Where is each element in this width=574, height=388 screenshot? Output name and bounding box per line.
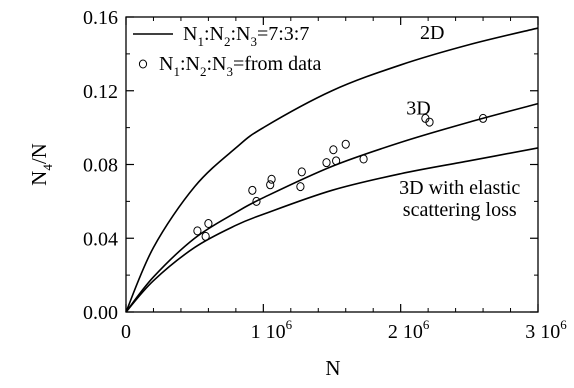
label-3d-line-0: 3D (406, 98, 430, 120)
legend-entry-1-part-2: :N (180, 53, 200, 75)
x-tick-label-2: 2 106 (388, 317, 430, 343)
y-axis-title: N4/N (27, 143, 55, 186)
legend-entry-0-part-2: :N (204, 23, 224, 45)
legend-entry-0-part-6: =7:3:7 (257, 23, 309, 45)
series-3-point-13 (359, 154, 368, 164)
y-tick-label-4: 0.16 (83, 7, 118, 29)
x-tick-label-base-2: 2 10 (388, 321, 423, 343)
y-axis-title-rest: /N (27, 143, 51, 164)
label-3d-elastic: 3D with elastic scattering loss (399, 177, 520, 221)
legend-entry-1-part-0: N (159, 53, 173, 75)
x-tick-label-base-1: 1 10 (251, 321, 286, 343)
x-tick-label-3: 3 106 (525, 317, 567, 343)
series-3-point-0 (193, 226, 202, 236)
label-3d-elastic-line-1: scattering loss (403, 199, 517, 221)
x-tick-label-0: 0 (121, 321, 131, 343)
legend-entry-0-part-4: :N (230, 23, 250, 45)
series-3-point-3 (248, 185, 257, 195)
series-3-point-5 (266, 180, 275, 190)
annotation-layer: 2D 3D 3D with elastic scattering loss (399, 22, 520, 221)
label-3d-elastic-line-0: 3D with elastic (399, 177, 520, 199)
series-0-line (125, 27, 539, 313)
series-3-point-9 (322, 158, 331, 168)
axis-titles: NN4/N (27, 143, 341, 380)
series-3-point-2 (204, 219, 213, 228)
y-tick-label-3: 0.12 (83, 81, 118, 103)
x-tick-label-exp-1: 6 (286, 317, 293, 332)
series-layer (125, 27, 539, 313)
y-tick-label-2: 0.08 (83, 155, 118, 177)
legend-entry-1-sub-5: 3 (226, 64, 233, 79)
x-tick-label-exp-2: 6 (423, 317, 430, 332)
series-3-point-8 (297, 167, 306, 177)
legend-entry-0-part-0: N (183, 23, 197, 45)
series-3-point-16 (478, 113, 488, 123)
y-axis-title-base: N (27, 171, 51, 186)
ticks-layer: 0.000.040.080.120.160 1 106 2 106 3 106 (83, 7, 567, 343)
legend-circle-marker (138, 59, 148, 69)
legend-entry-1-part-4: :N (206, 53, 226, 75)
legend-entry-0-sub-3: 2 (224, 34, 231, 49)
legend-entry-1-sub-1: 1 (173, 64, 180, 79)
legend-entry-1-part-6: =from data (233, 53, 322, 75)
label-2d-line-0: 2D (420, 22, 444, 44)
series-1-line (125, 102, 539, 313)
series-3-point-7 (296, 182, 305, 192)
y-tick-label-1: 0.04 (83, 228, 118, 250)
y-axis-title-sub: 4 (40, 164, 55, 171)
x-tick-label-base-0: 0 (121, 321, 131, 343)
legend-entry-1-sub-3: 2 (200, 64, 207, 79)
y-tick-label-0: 0.00 (83, 302, 118, 324)
series-2-line (125, 147, 539, 313)
x-tick-label-base-3: 3 10 (525, 321, 560, 343)
legend-entry-0-sub-1: 1 (197, 34, 204, 49)
series-3-point-4 (252, 196, 261, 206)
x-tick-label-exp-3: 6 (560, 317, 567, 332)
legend-entry-1: N1:N2:N3=from data (159, 53, 322, 79)
x-tick-label-1: 1 106 (251, 317, 293, 343)
label-3d: 3D (406, 98, 430, 120)
series-3-point-15 (425, 117, 434, 127)
legend: N1:N2:N3=7:3:7N1:N2:N3=from data (133, 23, 322, 79)
legend-entry-0: N1:N2:N3=7:3:7 (183, 23, 309, 49)
legend-entry-0-sub-5: 3 (250, 34, 257, 49)
x-axis-title: N (325, 356, 340, 380)
label-2d: 2D (420, 22, 444, 44)
series-3-point-11 (332, 156, 341, 166)
series-3-point-10 (329, 145, 338, 155)
series-3-point-1 (201, 231, 210, 241)
series-3-point-12 (341, 139, 350, 149)
series-3-point-6 (267, 174, 276, 184)
